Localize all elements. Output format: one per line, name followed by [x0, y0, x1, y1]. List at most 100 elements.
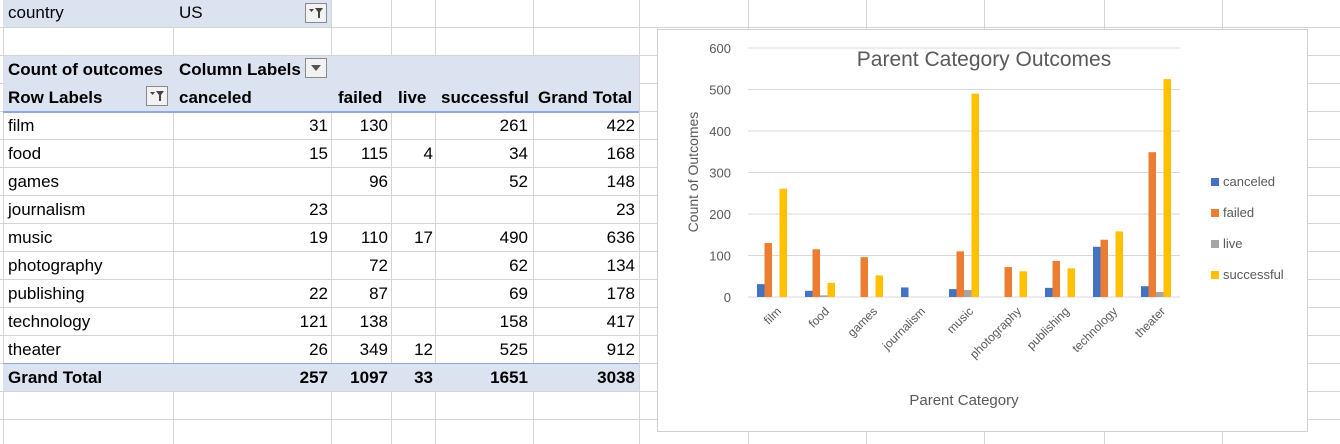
- bar-successful-publishing[interactable]: [1067, 268, 1076, 297]
- col-header-canceled: canceled: [179, 88, 252, 107]
- pivot-cell: 96: [369, 172, 388, 191]
- bar-successful-games[interactable]: [875, 275, 884, 297]
- x-tick-label: journalism: [879, 304, 928, 353]
- pivot-cell: 115: [360, 144, 388, 163]
- pivot-cell: 417: [606, 312, 635, 331]
- x-tick-label: photography: [967, 304, 1024, 361]
- pivot-cell: 26: [309, 340, 328, 359]
- x-tick-label: food: [806, 304, 832, 330]
- pivot-cell: 19: [309, 228, 328, 247]
- pivot-cell: 636: [606, 228, 635, 247]
- bar-canceled-music[interactable]: [949, 289, 957, 297]
- bar-canceled-technology[interactable]: [1093, 246, 1101, 297]
- filter-active-icon: [150, 91, 164, 101]
- bar-failed-food[interactable]: [812, 249, 821, 297]
- total-live: 33: [414, 368, 433, 387]
- pivot-cell: 62: [509, 256, 528, 275]
- pivot-cell: 134: [606, 256, 635, 275]
- col-header-successful: successful: [441, 88, 529, 107]
- legend-swatch-live: [1211, 240, 1219, 248]
- total-canceled: 257: [299, 368, 328, 387]
- chevron-down-icon: [311, 65, 321, 71]
- pivot-cell: 168: [606, 144, 635, 163]
- y-tick-label: 100: [709, 249, 731, 264]
- total-successful: 1651: [490, 368, 528, 387]
- row-label-theater[interactable]: theater: [8, 340, 61, 359]
- filter-value[interactable]: US: [179, 3, 203, 22]
- bar-canceled-film[interactable]: [757, 284, 765, 297]
- y-tick-label: 400: [709, 124, 731, 139]
- pivot-cell: 490: [499, 228, 528, 247]
- bar-failed-music[interactable]: [956, 251, 965, 297]
- pivot-cell: 422: [606, 116, 635, 135]
- legend-label-successful[interactable]: successful: [1223, 267, 1284, 282]
- pivot-header-divider: [3, 111, 639, 113]
- bar-canceled-theater[interactable]: [1141, 286, 1149, 297]
- pivot-cell: 87: [369, 284, 388, 303]
- country-filter-button[interactable]: [305, 3, 327, 23]
- pivot-cell: 138: [359, 312, 388, 331]
- y-tick-label: 600: [709, 41, 731, 56]
- col-header-live: live: [398, 88, 427, 107]
- bar-live-theater[interactable]: [1156, 292, 1164, 297]
- x-axis-label: Parent Category: [909, 392, 1019, 409]
- pivot-cell: 23: [616, 200, 635, 219]
- bar-successful-food[interactable]: [827, 282, 836, 297]
- pivot-cell: 158: [499, 312, 528, 331]
- y-axis-label: Count of Outcomes: [685, 112, 701, 233]
- legend-label-live[interactable]: live: [1223, 236, 1243, 251]
- legend-label-failed[interactable]: failed: [1223, 205, 1254, 220]
- row-label-music[interactable]: music: [8, 228, 53, 247]
- bar-successful-film[interactable]: [779, 188, 788, 297]
- row-label-journalism[interactable]: journalism: [8, 200, 86, 219]
- row-label-technology[interactable]: technology: [8, 312, 91, 331]
- column-labels-dropdown[interactable]: [305, 58, 327, 78]
- row-label-photography[interactable]: photography: [8, 256, 103, 275]
- legend-label-canceled[interactable]: canceled: [1223, 174, 1275, 189]
- bar-failed-games[interactable]: [860, 257, 869, 297]
- row-label-games[interactable]: games: [8, 172, 60, 191]
- x-tick-label: technology: [1069, 304, 1120, 355]
- total-failed: 1097: [350, 368, 388, 387]
- x-tick-label: theater: [1132, 304, 1168, 340]
- pivot-cell: 15: [309, 144, 328, 163]
- bar-successful-music[interactable]: [971, 93, 980, 298]
- row-label-film[interactable]: film: [8, 116, 35, 135]
- legend-swatch-successful: [1211, 271, 1219, 279]
- x-tick-label: games: [845, 304, 880, 339]
- bar-successful-photography[interactable]: [1019, 271, 1028, 297]
- pivot-cell: 23: [309, 200, 328, 219]
- row-label-food[interactable]: food: [8, 144, 42, 163]
- filter-row: [3, 0, 331, 27]
- bar-successful-technology[interactable]: [1115, 231, 1124, 297]
- grand-total-row: [3, 364, 639, 391]
- bar-canceled-publishing[interactable]: [1045, 287, 1053, 297]
- bar-failed-publishing[interactable]: [1052, 260, 1061, 297]
- pivot-cell: 130: [359, 116, 388, 135]
- pivot-cell: 31: [309, 116, 328, 135]
- y-tick-label: 300: [709, 166, 731, 181]
- chart-title: Parent Category Outcomes: [857, 48, 1111, 71]
- row-labels-filter-button[interactable]: [146, 86, 168, 106]
- pivot-cell: 22: [309, 284, 328, 303]
- bar-successful-theater[interactable]: [1163, 79, 1172, 297]
- pivot-cell: 912: [606, 340, 635, 359]
- pivot-cell: 525: [499, 340, 528, 359]
- bar-live-food[interactable]: [820, 295, 828, 297]
- total-grand-total: 3038: [597, 368, 635, 387]
- pivot-cell: 148: [606, 172, 635, 191]
- column-labels-header: Column Labels: [179, 60, 301, 79]
- bar-canceled-food[interactable]: [805, 290, 813, 297]
- chart-container[interactable]: 0 100 200 300 400 500 600 film food games journal…: [657, 29, 1308, 432]
- row-label-publishing[interactable]: publishing: [8, 284, 85, 303]
- bar-failed-theater[interactable]: [1148, 152, 1157, 297]
- bar-failed-technology[interactable]: [1100, 239, 1109, 297]
- bar-canceled-journalism[interactable]: [901, 287, 909, 297]
- bar-failed-photography[interactable]: [1004, 267, 1013, 297]
- x-tick-label: film: [761, 304, 784, 327]
- x-tick-label: publishing: [1024, 304, 1072, 352]
- row-labels-header: Row Labels: [8, 88, 103, 107]
- bar-live-music[interactable]: [964, 289, 972, 297]
- pivot-cell: 178: [606, 284, 635, 303]
- bar-failed-film[interactable]: [764, 243, 773, 297]
